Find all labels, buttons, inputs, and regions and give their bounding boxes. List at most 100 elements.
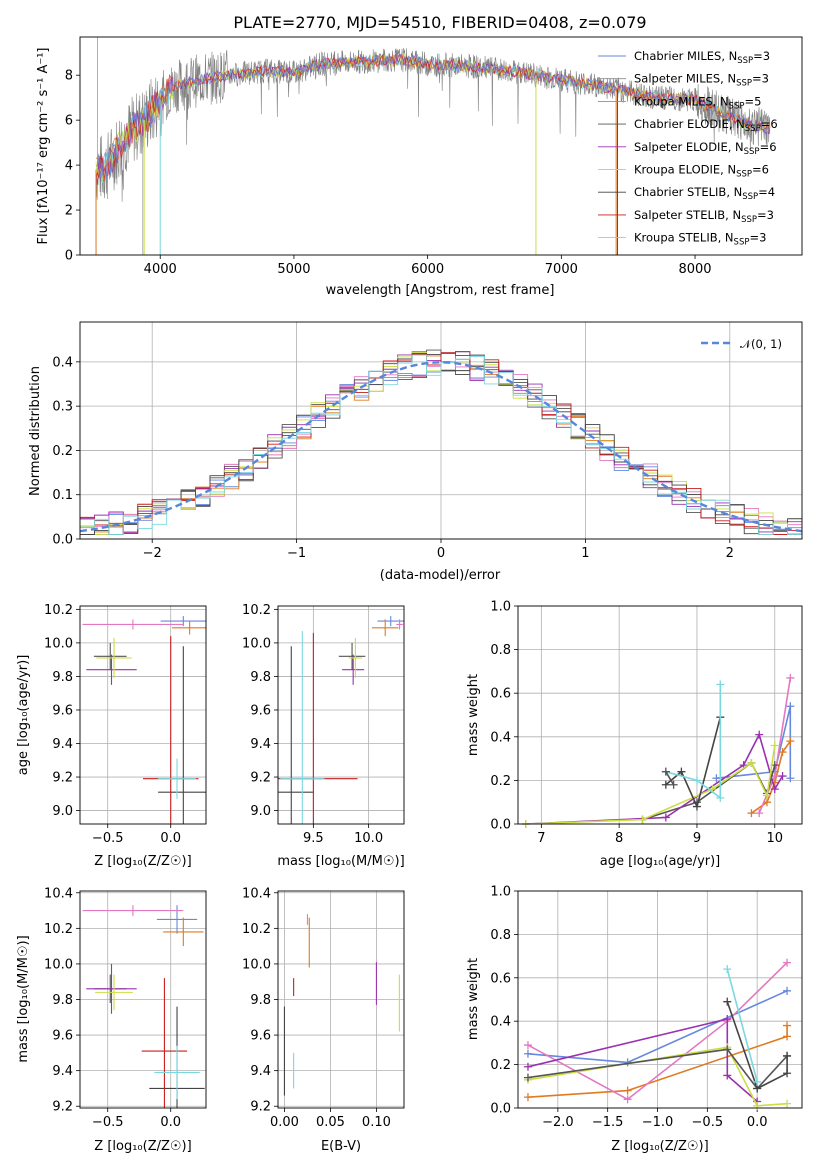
legend-value: =3: [753, 49, 770, 63]
weight-z-ylabel: mass weight: [466, 958, 481, 1040]
ytick-label-2: 9.4: [250, 737, 271, 752]
gauss-legend-label: 𝒩(0, 1): [740, 337, 782, 351]
panel-weight-vs-age: 7 8 9 10 0.0 0.2 0.4 0.6 0.8 1.0: [490, 600, 803, 846]
model-fit-salpeter_stelib: [95, 53, 771, 182]
weight-line-6: [665, 716, 722, 810]
ytick-label-2: 0.4: [490, 1015, 511, 1030]
ytick-label-5: 10.0: [44, 636, 73, 651]
weight-marker-3-2: [723, 1071, 732, 1080]
ytick-label-0: 9.0: [52, 804, 73, 819]
ytick-label-3: 9.8: [52, 993, 73, 1008]
weight-marker-7-2: [716, 793, 725, 802]
mass-ebv-xlabel: E(B-V): [321, 1139, 361, 1154]
axes-frame: [517, 605, 803, 825]
weight-line-5: [525, 745, 776, 824]
weight-marker-6-0: [723, 997, 732, 1006]
ytick-label-4: 0.4: [52, 355, 73, 370]
ytick-label-1: 0.2: [490, 774, 511, 789]
legend-subscript: SSP: [729, 101, 745, 111]
weight-marker-6-3: [783, 1051, 792, 1060]
ytick-label-2: 9.6: [250, 1029, 271, 1044]
legend-subscript: SSP: [744, 147, 760, 157]
model-fit-kroupa_stelib: [95, 55, 771, 184]
ytick-label-1: 0.1: [52, 488, 73, 503]
ytick-label-5: 1.0: [490, 885, 511, 900]
axes-frame: [517, 890, 803, 1109]
panel-mass-vs-z: −0.5 0.0 9.2 9.4 9.6 9.8 10.0 10.2 10.4: [44, 886, 207, 1130]
residual-ylabel: Normed distribution: [28, 366, 43, 496]
age-mass-xlabel: mass [log₁₀(M/M☉)]: [277, 854, 404, 869]
xtick-label-3: 10: [766, 831, 783, 846]
weight-marker-0-2: [783, 986, 792, 995]
ytick-label-1: 9.2: [250, 771, 271, 786]
ytick-label-3: 9.6: [52, 703, 73, 718]
ytick-label-5: 10.2: [44, 922, 73, 937]
legend-subscript: SSP: [742, 192, 758, 202]
ytick-label-6: 10.4: [44, 886, 73, 901]
xtick-label-1: −1.5: [592, 1115, 624, 1130]
ytick-label-1: 0.2: [490, 1058, 511, 1073]
xtick-label-2: 0: [437, 546, 445, 561]
legend-subscript: SSP: [734, 238, 750, 248]
weight-marker-2-0: [755, 809, 764, 818]
weight-marker-7-1: [753, 1077, 762, 1086]
ytick-label-6: 10.2: [44, 603, 73, 618]
xtick-label-3: −0.5: [692, 1115, 724, 1130]
weight-age-ylabel: mass weight: [466, 674, 481, 756]
weight-marker-6-0: [661, 780, 670, 789]
weight-marker-2-3: [783, 958, 792, 967]
legend-label-3: Chabrier ELODIE, NSSP=6: [634, 117, 778, 134]
xtick-label-4: 8000: [678, 262, 711, 277]
weight-marker-5-1: [723, 1045, 732, 1054]
xtick-label-1: −1: [287, 546, 306, 561]
ytick-label-5: 1.0: [490, 600, 511, 615]
legend-label-5: Kroupa ELODIE, NSSP=6: [634, 163, 769, 180]
weight-marker-1-4: [786, 737, 795, 746]
weight-marker-5-0: [523, 1073, 532, 1082]
xtick-label-2: 0.10: [362, 1115, 391, 1130]
legend-label-8: Kroupa STELIB, NSSP=3: [634, 231, 766, 248]
legend-subscript: SSP: [741, 215, 757, 225]
ytick-label-3: 6: [65, 114, 73, 129]
weight-line-7: [665, 684, 722, 800]
model-fit-salpeter_elodie: [95, 53, 771, 185]
panel-age-vs-mass: 9.5 10.0 9.0 9.2 9.4 9.6 9.8 10.0 10.2: [242, 603, 405, 846]
legend-value: =6: [760, 140, 777, 154]
gaussian-curve: [79, 361, 803, 533]
legend-value: =3: [757, 208, 774, 222]
observed-spectrum: [95, 47, 771, 202]
legend-value: =6: [752, 163, 769, 177]
weight-line-6: [726, 1001, 788, 1090]
xtick-label-0: −0.5: [92, 1115, 124, 1130]
legend-label-0: Chabrier MILES, NSSP=3: [634, 49, 770, 66]
ytick-label-0: 0: [65, 249, 73, 264]
weight-age-xlabel: age [log₁₀(age/yr)]: [600, 854, 721, 869]
age-z-xlabel: Z [log₁₀(Z/Z☉)]: [94, 854, 191, 869]
residual-hist-kroupa_stelib: [80, 354, 802, 536]
ytick-label-5: 10.2: [242, 922, 271, 937]
xtick-label-2: 6000: [411, 262, 444, 277]
ytick-label-4: 0.8: [490, 643, 511, 658]
xtick-label-1: 0.0: [160, 1115, 181, 1130]
legend-label-1: Salpeter MILES, NSSP=3: [634, 72, 769, 89]
xtick-label-0: −2: [143, 546, 162, 561]
xtick-label-0: 0.00: [270, 1115, 299, 1130]
weight-line-5: [527, 1048, 788, 1090]
weight-marker-2-1: [623, 1095, 632, 1104]
age-z-ylabel: age [log₁₀(age/yr)]: [16, 655, 31, 776]
ytick-label-4: 10.0: [44, 957, 73, 972]
weight-marker-3-1: [723, 1015, 732, 1024]
weight-marker-1-2: [783, 1032, 792, 1041]
residual-hist-kroupa_miles: [80, 352, 802, 536]
ytick-label-2: 0.2: [52, 444, 73, 459]
weight-marker-1-3: [783, 1021, 792, 1030]
legend-label-6: Chabrier STELIB, NSSP=4: [634, 185, 775, 202]
weight-marker-7-1: [692, 776, 701, 785]
weight-marker-4-1: [661, 813, 670, 822]
weight-marker-4-3: [755, 730, 764, 739]
panel-residuals: −2 −1 0 1 2 0.0 0.1 0.2 0.3 0.4: [52, 321, 803, 561]
weight-marker-4-5: [778, 772, 787, 781]
xtick-label-1: 0.0: [160, 831, 181, 846]
xtick-label-0: 9.5: [303, 831, 324, 846]
